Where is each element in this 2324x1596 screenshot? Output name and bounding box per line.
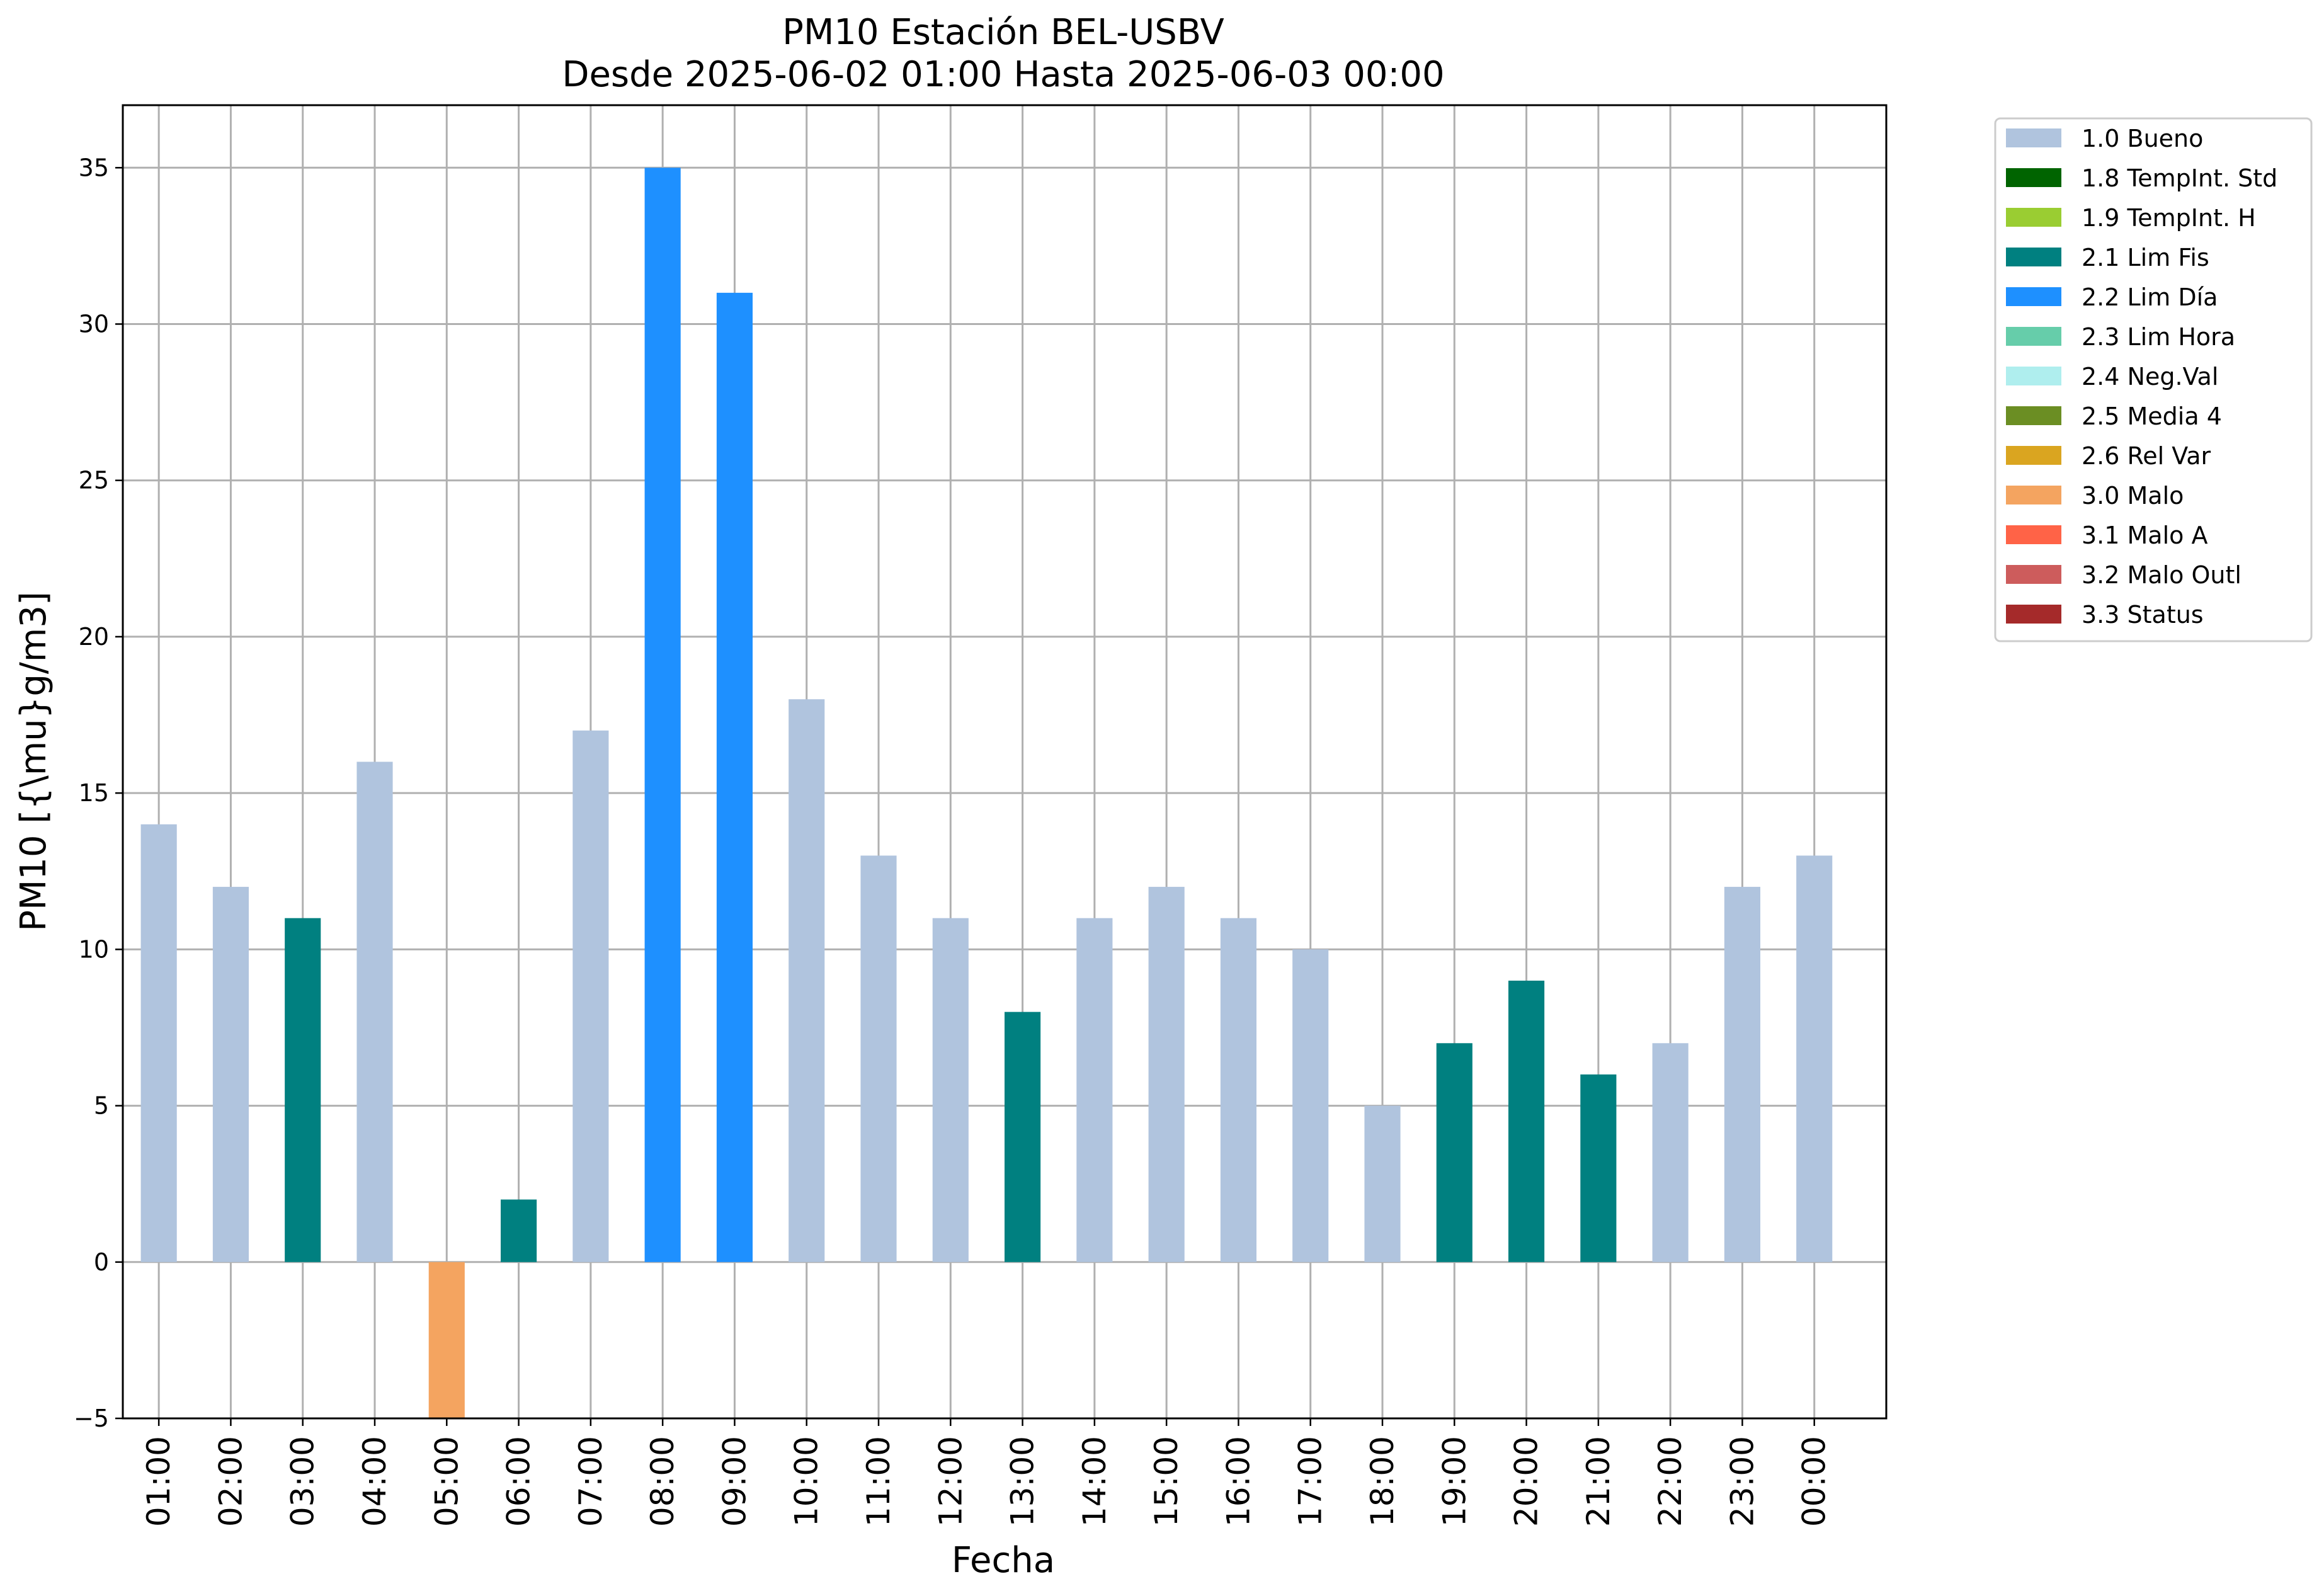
- legend-swatch: [2006, 248, 2061, 266]
- bar-1800: [1364, 1105, 1401, 1262]
- bar-1900: [1436, 1043, 1472, 1262]
- plot-frame: [122, 104, 1888, 1420]
- bar-0700: [572, 730, 609, 1262]
- bar-1500: [1148, 887, 1185, 1262]
- x-axis-label: Fecha: [952, 1540, 1055, 1581]
- legend-swatch: [2006, 486, 2061, 504]
- x-tick-label: 10:00: [789, 1436, 825, 1527]
- bar-2200: [1652, 1043, 1689, 1262]
- legend-swatch: [2006, 327, 2061, 346]
- legend-label: 3.1 Malo A: [2082, 522, 2207, 549]
- legend-swatch: [2006, 208, 2061, 227]
- legend-swatch: [2006, 287, 2061, 306]
- x-tick-label: 05:00: [428, 1436, 465, 1527]
- y-tick-label: 0: [94, 1248, 109, 1276]
- legend-label: 3.3 Status: [2082, 601, 2204, 629]
- x-tick-label: 02:00: [212, 1436, 249, 1527]
- bar-1200: [932, 918, 969, 1262]
- y-tick-label: 5: [94, 1092, 109, 1120]
- bar-0500: [428, 1262, 465, 1418]
- x-tick-label: 03:00: [285, 1436, 321, 1527]
- x-tick-label: 13:00: [1005, 1436, 1041, 1527]
- x-tick-label: 22:00: [1652, 1436, 1689, 1527]
- bar-0000: [1796, 855, 1833, 1262]
- legend: 1.0 Bueno 1.8 TempInt. Std 1.9 TempInt. H 2…: [1994, 117, 2313, 642]
- legend-swatch: [2006, 406, 2061, 425]
- x-tick-label: 17:00: [1292, 1436, 1329, 1527]
- x-tick-label: 00:00: [1796, 1436, 1833, 1527]
- bar-1000: [789, 699, 825, 1262]
- bar-0800: [644, 168, 681, 1262]
- legend-label: 1.0 Bueno: [2082, 125, 2203, 152]
- chart-subtitle: Desde 2025-06-02 01:00 Hasta 2025-06-03 …: [562, 54, 1444, 95]
- x-tick-label: 20:00: [1508, 1436, 1545, 1527]
- x-axis: 01:00 02:00 03:00 04:00 05:00 06:00 07:00 08:00…: [140, 1418, 1833, 1527]
- legend-label: 3.0 Malo: [2082, 482, 2184, 510]
- y-axis: −5 0 5 10 15 20 25 30 35: [74, 154, 123, 1432]
- x-tick-label: 19:00: [1436, 1436, 1472, 1527]
- x-tick-label: 11:00: [860, 1436, 897, 1527]
- legend-frame: [1994, 117, 2313, 642]
- bar-2100: [1580, 1074, 1617, 1262]
- legend-label: 2.4 Neg.Val: [2082, 363, 2218, 390]
- bar-0300: [285, 918, 321, 1262]
- y-tick-label: 20: [79, 623, 109, 651]
- y-tick-label: 25: [79, 467, 109, 494]
- y-tick-label: 15: [79, 779, 109, 807]
- x-tick-label: 23:00: [1724, 1436, 1760, 1527]
- bar-1300: [1005, 1012, 1041, 1262]
- y-tick-label: 10: [79, 935, 109, 963]
- legend-swatch: [2006, 168, 2061, 187]
- bar-1100: [860, 855, 897, 1262]
- x-tick-label: 04:00: [356, 1436, 393, 1527]
- legend-swatch: [2006, 565, 2061, 584]
- legend-label: 2.6 Rel Var: [2082, 442, 2211, 470]
- x-tick-label: 12:00: [932, 1436, 969, 1527]
- bar-1700: [1292, 949, 1329, 1262]
- x-tick-label: 06:00: [501, 1436, 537, 1527]
- legend-label: 3.2 Malo Outl: [2082, 561, 2241, 589]
- bar-0400: [356, 761, 393, 1262]
- x-tick-label: 08:00: [644, 1436, 681, 1527]
- legend-swatch: [2006, 367, 2061, 385]
- bar-0900: [716, 292, 753, 1262]
- x-tick-label: 15:00: [1148, 1436, 1185, 1527]
- bar-0600: [501, 1199, 537, 1262]
- bar-1400: [1076, 918, 1113, 1262]
- x-tick-label: 16:00: [1220, 1436, 1256, 1527]
- chart-title: PM10 Estación BEL-USBV: [782, 12, 1224, 53]
- x-tick-label: 09:00: [716, 1436, 753, 1527]
- bar-2300: [1724, 887, 1760, 1262]
- x-tick-label: 18:00: [1364, 1436, 1401, 1527]
- legend-swatch: [2006, 525, 2061, 544]
- x-tick-label: 07:00: [572, 1436, 609, 1527]
- x-tick-label: 14:00: [1076, 1436, 1113, 1527]
- y-tick-label: 30: [79, 311, 109, 338]
- bars: [140, 168, 1833, 1418]
- bar-2000: [1508, 981, 1545, 1262]
- legend-label: 2.5 Media 4: [2082, 402, 2222, 430]
- legend-swatch: [2006, 605, 2061, 624]
- bar-0200: [212, 887, 249, 1262]
- legend-swatch: [2006, 128, 2061, 147]
- legend-label: 2.2 Lim Día: [2082, 283, 2218, 311]
- y-tick-label: −5: [74, 1405, 109, 1432]
- legend-label: 1.9 TempInt. H: [2082, 204, 2256, 232]
- bar-0100: [140, 824, 177, 1262]
- x-tick-label: 21:00: [1580, 1436, 1617, 1527]
- legend-swatch: [2006, 446, 2061, 465]
- bar-1600: [1220, 918, 1256, 1262]
- legend-label: 2.3 Lim Hora: [2082, 323, 2235, 351]
- y-axis-label: PM10 [{\mu}g/m3]: [13, 591, 54, 932]
- legend-label: 2.1 Lim Fis: [2082, 244, 2209, 271]
- y-tick-label: 35: [79, 154, 109, 181]
- legend-label: 1.8 TempInt. Std: [2082, 164, 2277, 192]
- x-tick-label: 01:00: [140, 1436, 177, 1527]
